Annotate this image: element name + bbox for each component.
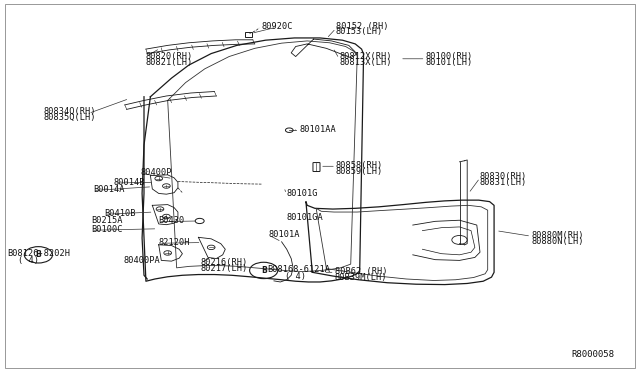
Text: 80216(RH): 80216(RH) <box>200 258 248 267</box>
Text: R8000058: R8000058 <box>572 350 614 359</box>
Text: 80100(RH): 80100(RH) <box>426 52 473 61</box>
Text: B0014A: B0014A <box>93 185 124 194</box>
Text: 80820(RH): 80820(RH) <box>146 52 193 61</box>
Text: 80880N(LH): 80880N(LH) <box>531 237 584 246</box>
Text: B0100C: B0100C <box>92 225 123 234</box>
Text: B08126-8202H: B08126-8202H <box>8 249 70 258</box>
Text: 80812X(RH): 80812X(RH) <box>339 52 392 61</box>
Text: 80400PA: 80400PA <box>124 256 160 265</box>
Text: 80831(LH): 80831(LH) <box>480 178 527 187</box>
Text: 80834Q(RH): 80834Q(RH) <box>44 107 96 116</box>
Bar <box>245 32 252 37</box>
Text: 80153(LH): 80153(LH) <box>336 28 383 36</box>
Text: ( 4): ( 4) <box>285 272 306 280</box>
Text: B0430: B0430 <box>159 217 185 225</box>
Text: B0410B: B0410B <box>104 209 136 218</box>
Text: 80101G: 80101G <box>287 189 318 198</box>
Text: 80101A: 80101A <box>269 230 300 239</box>
Text: ( 4): ( 4) <box>18 256 39 265</box>
Text: 80101GA: 80101GA <box>287 213 323 222</box>
Text: 80858(RH): 80858(RH) <box>336 161 383 170</box>
Text: B: B <box>36 250 41 259</box>
Text: 80835Q(LH): 80835Q(LH) <box>44 113 96 122</box>
Text: 80152 (RH): 80152 (RH) <box>336 22 388 31</box>
Text: 80880M(RH): 80880M(RH) <box>531 231 584 240</box>
Text: 80859(LH): 80859(LH) <box>336 167 383 176</box>
Text: 82120H: 82120H <box>159 238 190 247</box>
Text: 80813X(LH): 80813X(LH) <box>339 58 392 67</box>
Text: 80400P: 80400P <box>141 168 172 177</box>
Text: 80101AA: 80101AA <box>300 125 336 134</box>
Text: B08168-6121A: B08168-6121A <box>268 265 330 274</box>
Text: 80920C: 80920C <box>261 22 292 31</box>
Text: B: B <box>261 266 266 275</box>
Text: 80821(LH): 80821(LH) <box>146 58 193 67</box>
Text: 80B62 (RH): 80B62 (RH) <box>335 267 387 276</box>
Text: 80014B: 80014B <box>114 178 145 187</box>
Text: 80217(LH): 80217(LH) <box>200 264 248 273</box>
Text: B0215A: B0215A <box>92 217 123 225</box>
Text: 80B39M(LH): 80B39M(LH) <box>335 273 387 282</box>
Text: 80101(LH): 80101(LH) <box>426 58 473 67</box>
Text: 80830(RH): 80830(RH) <box>480 172 527 181</box>
